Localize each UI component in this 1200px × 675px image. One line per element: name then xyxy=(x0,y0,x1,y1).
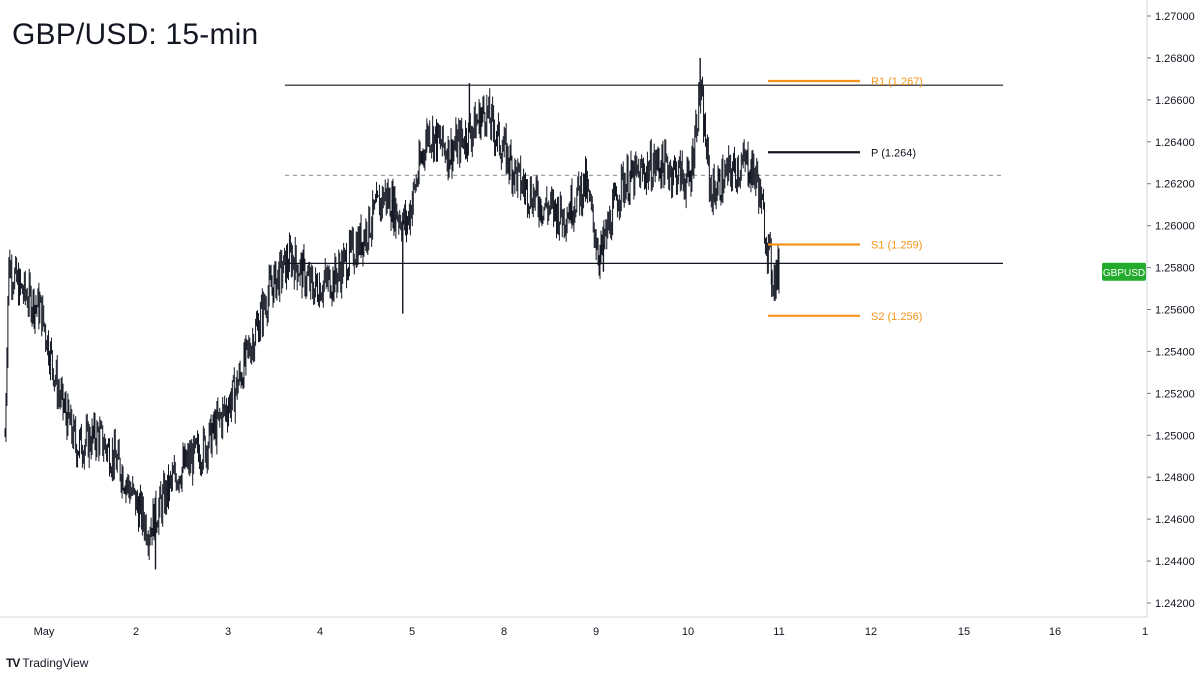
pivot-label-s1: S1 (1.259) xyxy=(871,240,922,252)
symbol-badge-bg xyxy=(1102,262,1146,281)
x-tick-label: 2 xyxy=(133,626,139,638)
tradingview-branding[interactable]: TV TradingView xyxy=(6,656,88,670)
pivot-label-p: P (1.264) xyxy=(871,147,916,159)
y-tick-label: 1.24200 xyxy=(1155,598,1195,610)
y-tick-label: 1.26000 xyxy=(1155,221,1195,233)
y-tick-label: 1.26200 xyxy=(1155,179,1195,191)
pivot-label-r1: R1 (1.267) xyxy=(871,76,923,88)
x-tick-label: 1 xyxy=(1142,626,1148,638)
y-tick-label: 1.26800 xyxy=(1155,53,1195,65)
x-tick-label: May xyxy=(34,626,55,638)
y-tick-label: 1.25200 xyxy=(1155,388,1195,400)
price-bars xyxy=(4,57,780,570)
x-tick-label: 12 xyxy=(865,626,877,638)
y-tick-label: 1.26600 xyxy=(1155,95,1195,107)
pivot-label-s2: S2 (1.256) xyxy=(871,311,922,323)
symbol-badge[interactable]: GBPUSD xyxy=(1102,262,1146,281)
y-tick-label: 1.24800 xyxy=(1155,472,1195,484)
y-tick-label: 1.24600 xyxy=(1155,514,1195,526)
x-tick-label: 9 xyxy=(593,626,599,638)
y-tick-label: 1.25800 xyxy=(1155,263,1195,275)
x-tick-label: 4 xyxy=(317,626,323,638)
x-tick-label: 10 xyxy=(682,626,694,638)
chart-title: GBP/USD: 15-min xyxy=(12,18,259,51)
x-tick-label: 5 xyxy=(409,626,415,638)
y-tick-label: 1.24400 xyxy=(1155,556,1195,568)
symbol-badge-label: GBPUSD xyxy=(1103,268,1145,279)
x-tick-label: 16 xyxy=(1049,626,1061,638)
x-tick-label: 11 xyxy=(773,626,784,638)
y-tick-label: 1.25000 xyxy=(1155,430,1195,442)
y-tick-label: 1.27000 xyxy=(1155,11,1195,23)
y-tick-label: 1.25600 xyxy=(1155,305,1195,317)
x-tick-label: 3 xyxy=(225,626,231,638)
y-tick-label: 1.26400 xyxy=(1155,137,1195,149)
x-tick-label: 8 xyxy=(501,626,507,638)
tradingview-logo-icon: TV xyxy=(6,656,20,670)
x-tick-label: 15 xyxy=(958,626,970,638)
y-tick-label: 1.25400 xyxy=(1155,346,1195,358)
brand-label: TradingView xyxy=(22,656,89,670)
